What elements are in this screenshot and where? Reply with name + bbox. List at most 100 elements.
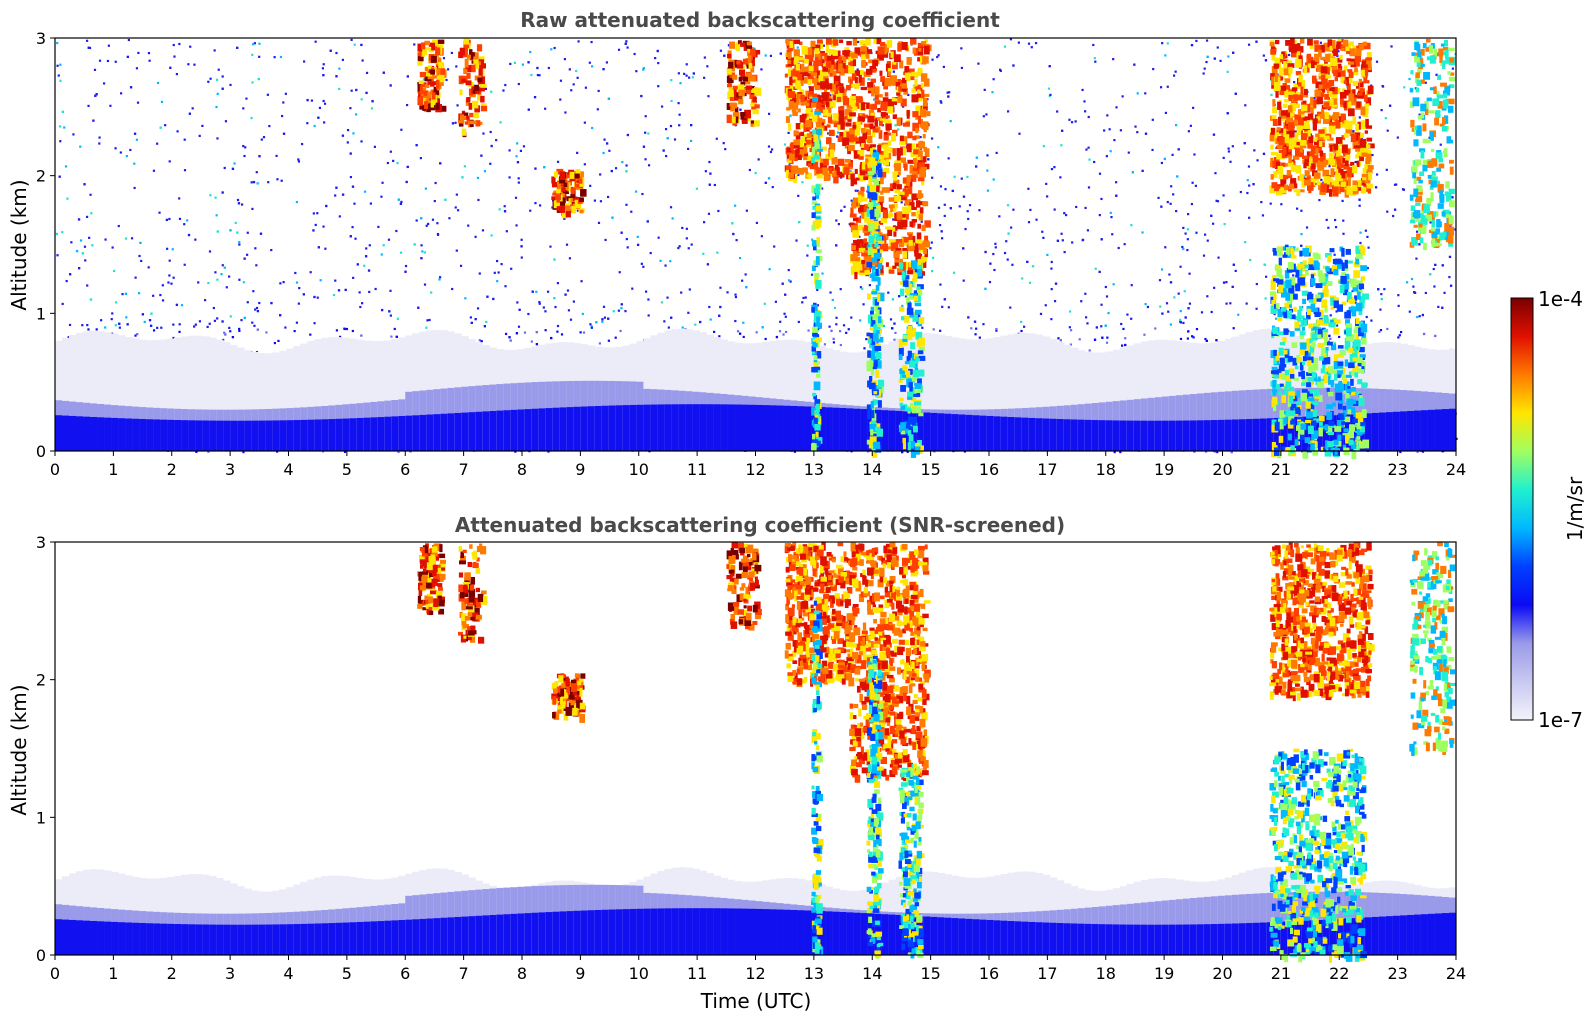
noise-pixel [56, 254, 59, 257]
noise-pixel [1021, 277, 1024, 280]
boundary-layer-core [636, 404, 644, 451]
noise-pixel [396, 317, 399, 320]
noise-pixel [649, 251, 652, 255]
noise-pixel [530, 73, 533, 77]
noise-pixel [1300, 244, 1303, 247]
noise-pixel [206, 325, 209, 329]
noise-pixel [542, 306, 545, 309]
noise-pixel [1380, 109, 1383, 112]
noise-pixel [209, 194, 212, 197]
noise-pixel [1439, 143, 1442, 146]
noise-pixel [221, 191, 224, 194]
noise-pixel [1045, 182, 1048, 185]
boundary-layer-haze [202, 336, 210, 451]
boundary-layer-core [433, 414, 441, 451]
noise-pixel [982, 115, 985, 118]
noise-pixel [92, 119, 95, 122]
boundary-layer-haze [972, 339, 981, 451]
cloud-cell [826, 106, 832, 114]
noise-pixel [848, 223, 851, 226]
noise-pixel [1048, 94, 1051, 98]
cloud-cell [749, 75, 756, 82]
boundary-layer-haze [797, 340, 806, 451]
noise-pixel [229, 315, 232, 318]
boundary-layer-core [713, 404, 721, 451]
boundary-layer-haze [671, 329, 679, 451]
noise-pixel [535, 290, 538, 293]
noise-pixel [349, 152, 352, 155]
cloud-cell [556, 206, 563, 212]
cloud-cell [417, 82, 421, 92]
boundary-layer-haze [1056, 341, 1065, 451]
noise-pixel [135, 138, 139, 141]
noise-pixel [904, 295, 908, 298]
noise-pixel [175, 72, 179, 76]
cloud-cell [551, 182, 558, 188]
noise-pixel [745, 286, 748, 289]
noise-pixel [598, 342, 602, 345]
noise-pixel [476, 307, 480, 310]
cloud-cell [821, 52, 828, 56]
cloud-cell [847, 105, 855, 109]
noise-pixel [1050, 288, 1053, 291]
noise-pixel [515, 155, 518, 158]
noise-pixel [1186, 238, 1189, 241]
noise-pixel [656, 49, 659, 53]
noise-pixel [666, 137, 669, 140]
cloud-cell [439, 79, 444, 86]
noise-pixel [1119, 129, 1122, 132]
noise-pixel [669, 124, 673, 128]
noise-pixel [941, 305, 944, 308]
cloud-cell [439, 65, 445, 71]
noise-pixel [483, 170, 487, 173]
noise-pixel [1010, 226, 1013, 229]
cloud-cell [732, 112, 740, 120]
noise-pixel [1105, 341, 1109, 344]
noise-pixel [620, 303, 623, 306]
noise-pixel [1131, 171, 1135, 174]
cloud-cell [734, 116, 739, 123]
noise-pixel [1084, 206, 1087, 210]
boundary-layer-core [314, 419, 322, 451]
noise-pixel [644, 115, 647, 118]
noise-pixel [835, 244, 838, 247]
cloud-cell [478, 68, 483, 78]
noise-pixel [822, 44, 825, 47]
noise-pixel [522, 145, 526, 148]
noise-pixel [1222, 281, 1226, 284]
noise-pixel [406, 75, 409, 78]
cloud-cell [794, 56, 799, 62]
noise-pixel [353, 43, 356, 46]
noise-pixel [1296, 207, 1299, 210]
cloud-cell [832, 70, 837, 77]
noise-pixel [1106, 114, 1109, 117]
noise-pixel [1094, 267, 1097, 270]
noise-pixel [657, 85, 660, 88]
cloud-cell [729, 96, 734, 102]
noise-pixel [114, 324, 117, 327]
noise-pixel [1161, 312, 1164, 315]
cloud-cell [424, 40, 430, 46]
boundary-layer-haze [1077, 350, 1086, 451]
noise-pixel [1086, 229, 1090, 232]
boundary-layer-core [804, 406, 813, 451]
noise-pixel [974, 333, 977, 336]
cloud-cell [556, 198, 560, 203]
boundary-layer-haze [895, 338, 904, 451]
noise-pixel [647, 314, 650, 317]
noise-pixel [161, 284, 164, 287]
noise-pixel [260, 138, 263, 141]
noise-pixel [966, 210, 969, 213]
noise-pixel [1365, 315, 1368, 319]
noise-pixel [341, 193, 345, 196]
noise-pixel [125, 154, 129, 158]
noise-pixel [1374, 186, 1378, 189]
cloud-cell [825, 44, 829, 53]
boundary-layer-haze [790, 339, 799, 451]
cloud-cell [424, 66, 428, 71]
noise-pixel [745, 209, 748, 212]
noise-pixel [1364, 229, 1367, 232]
boundary-layer-core [363, 417, 371, 451]
boundary-layer-core [1343, 414, 1352, 451]
noise-pixel [755, 221, 758, 225]
